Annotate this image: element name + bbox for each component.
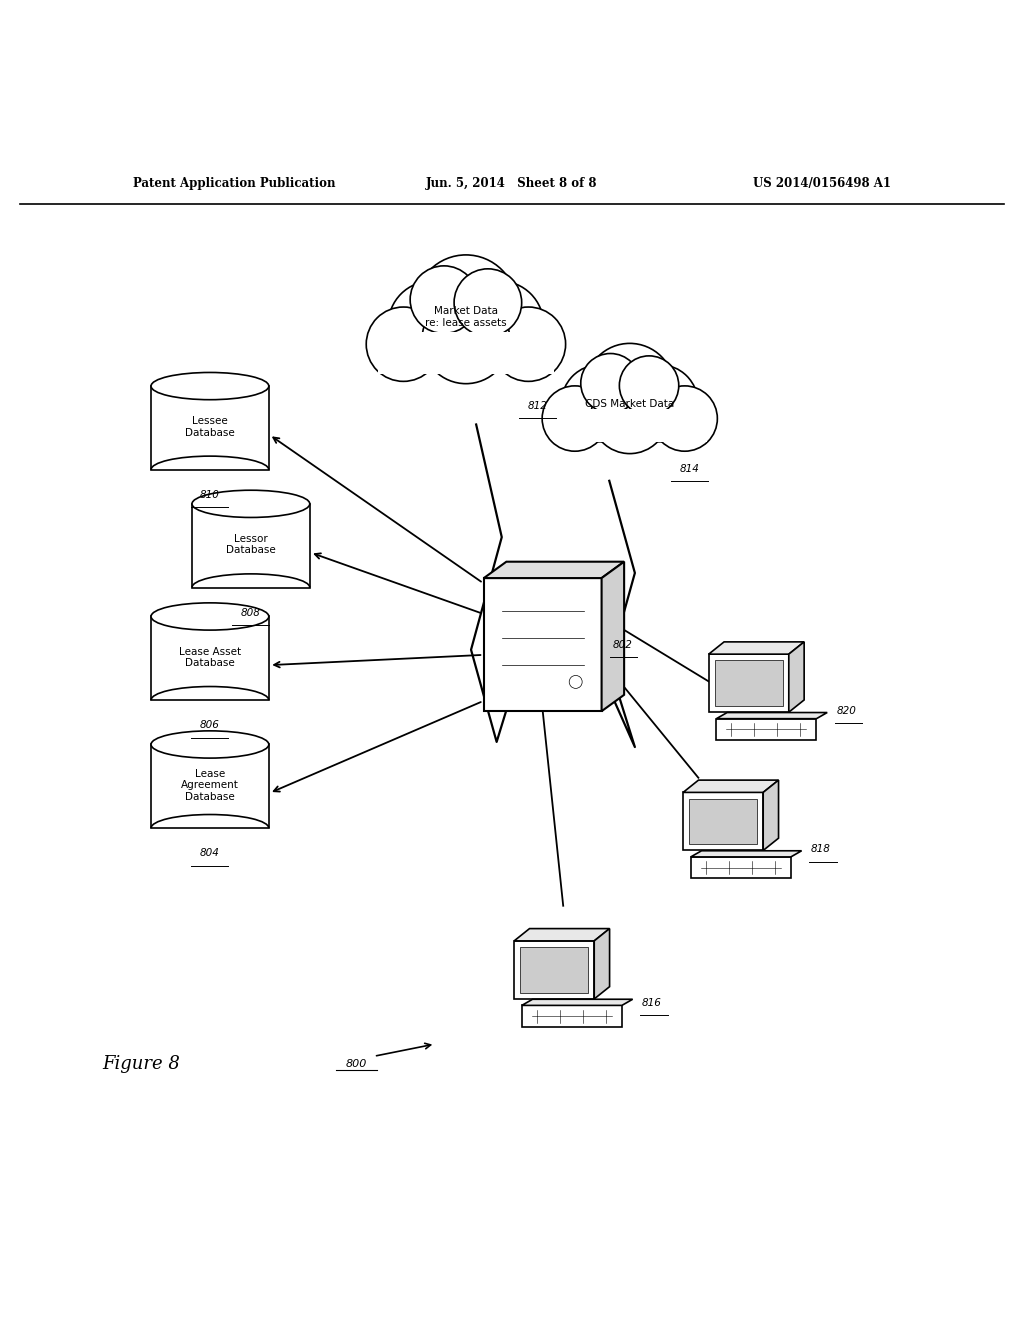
Text: Figure 8: Figure 8 — [102, 1056, 180, 1073]
Circle shape — [621, 364, 698, 442]
Polygon shape — [522, 999, 633, 1006]
Bar — [152, 744, 268, 828]
Circle shape — [620, 356, 679, 416]
Text: 814: 814 — [679, 463, 699, 474]
Circle shape — [411, 265, 478, 334]
Circle shape — [422, 296, 510, 384]
Text: 816: 816 — [642, 998, 662, 1008]
Polygon shape — [717, 713, 827, 718]
Circle shape — [456, 281, 544, 368]
Circle shape — [492, 308, 565, 381]
Circle shape — [454, 269, 521, 337]
Bar — [378, 333, 554, 374]
Circle shape — [591, 376, 669, 454]
Bar — [152, 385, 268, 470]
Bar — [152, 616, 268, 700]
Bar — [553, 409, 707, 442]
Text: Patent Application Publication: Patent Application Publication — [133, 177, 336, 190]
Polygon shape — [788, 642, 804, 713]
Text: 810: 810 — [200, 490, 220, 500]
Ellipse shape — [152, 603, 268, 630]
Polygon shape — [683, 780, 778, 792]
Text: 802: 802 — [612, 640, 632, 649]
Bar — [522, 1006, 622, 1027]
Bar — [683, 792, 763, 850]
Ellipse shape — [152, 372, 268, 400]
Text: Lessee
Database: Lessee Database — [185, 416, 234, 438]
Bar — [484, 578, 602, 711]
Text: 800: 800 — [346, 1060, 367, 1069]
Text: Lease
Agreement
Database: Lease Agreement Database — [181, 768, 239, 803]
Text: 808: 808 — [241, 607, 261, 618]
Polygon shape — [514, 928, 609, 941]
Circle shape — [569, 676, 583, 689]
Bar — [193, 504, 309, 587]
Ellipse shape — [193, 490, 309, 517]
Text: CDS Market Data: CDS Market Data — [585, 399, 675, 409]
Polygon shape — [602, 562, 625, 711]
Circle shape — [367, 308, 440, 381]
Circle shape — [542, 385, 607, 451]
Text: 812: 812 — [527, 401, 548, 411]
Text: US 2014/0156498 A1: US 2014/0156498 A1 — [753, 177, 891, 190]
Text: Lease Asset
Database: Lease Asset Database — [179, 647, 241, 668]
Text: Lessor
Database: Lessor Database — [226, 533, 275, 556]
Bar — [717, 718, 816, 741]
Circle shape — [416, 255, 517, 356]
Bar — [709, 655, 788, 713]
Text: Market Data
re: lease assets: Market Data re: lease assets — [425, 306, 507, 327]
Bar — [715, 660, 782, 706]
Text: 806: 806 — [200, 721, 220, 730]
Text: Jun. 5, 2014   Sheet 8 of 8: Jun. 5, 2014 Sheet 8 of 8 — [426, 177, 598, 190]
Text: 820: 820 — [837, 706, 856, 717]
Polygon shape — [763, 780, 778, 850]
Text: 804: 804 — [200, 849, 220, 858]
Polygon shape — [691, 851, 802, 857]
Circle shape — [388, 281, 476, 368]
Polygon shape — [594, 928, 609, 999]
Circle shape — [652, 385, 718, 451]
Bar — [689, 799, 757, 845]
Circle shape — [561, 364, 639, 442]
Circle shape — [581, 354, 640, 413]
Polygon shape — [484, 562, 625, 578]
Polygon shape — [709, 642, 804, 655]
Ellipse shape — [152, 731, 268, 758]
Bar — [520, 946, 588, 993]
Bar — [691, 857, 791, 878]
Circle shape — [586, 343, 675, 433]
Bar — [514, 941, 594, 999]
Text: 818: 818 — [811, 845, 830, 854]
